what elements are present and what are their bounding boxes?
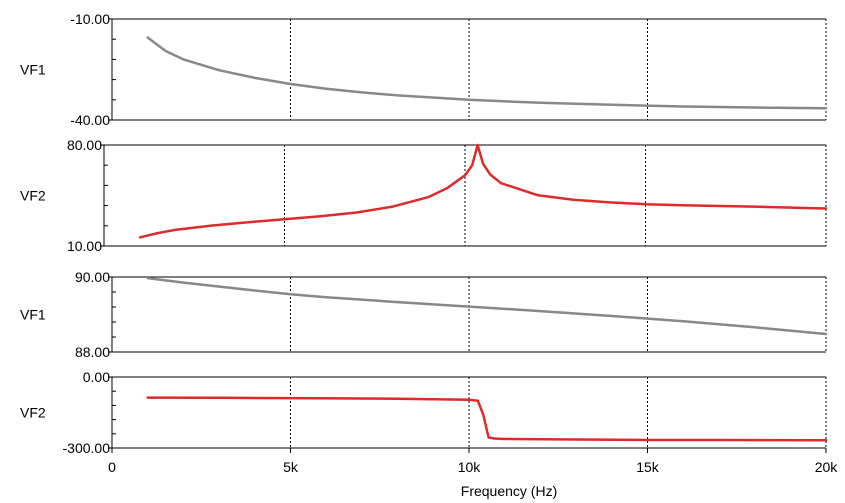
- x-tick-label: 20k: [815, 459, 839, 475]
- series-label-vf1: VF1: [20, 62, 46, 78]
- series-line-vf1: [146, 276, 828, 336]
- y-tick-label-bottom: 88.00: [75, 344, 110, 360]
- series-label-vf2: VF2: [20, 405, 46, 421]
- series-label-vf2: VF2: [20, 188, 46, 204]
- y-tick-label-top: 80.00: [67, 137, 102, 153]
- x-tick-label: 5k: [283, 459, 299, 475]
- y-tick-label-top: -10.00: [70, 11, 110, 27]
- y-tick-label-bottom: 10.00: [67, 238, 102, 254]
- y-tick-label-bottom: -40.00: [70, 112, 110, 128]
- x-tick-label: 0: [108, 459, 116, 475]
- series-label-vf1: VF1: [20, 307, 46, 323]
- x-tick-label: 10k: [458, 459, 482, 475]
- series-line-vf2: [138, 143, 828, 239]
- y-tick-label-top: 0.00: [83, 369, 110, 385]
- x-tick-label: 15k: [636, 459, 660, 475]
- series-line-vf2: [146, 396, 828, 442]
- x-axis-title: Frequency (Hz): [461, 483, 557, 499]
- series-line-vf1: [146, 36, 828, 110]
- y-tick-label-top: 90.00: [75, 269, 110, 285]
- y-tick-label-bottom: -300.00: [63, 440, 111, 456]
